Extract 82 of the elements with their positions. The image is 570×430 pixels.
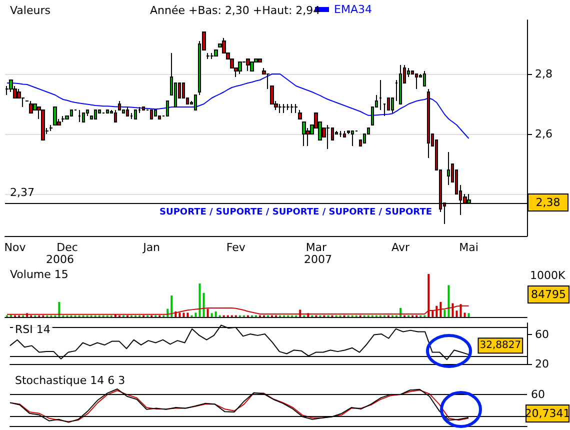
x-tick-label: Mai (459, 241, 478, 254)
bar (468, 313, 470, 317)
text: 2007 (304, 253, 332, 266)
bar (464, 312, 466, 317)
bar (210, 313, 213, 317)
y-tick-label: 60 (535, 328, 549, 342)
candlestick (298, 110, 302, 120)
candlestick (415, 74, 418, 90)
candlestick (29, 100, 33, 114)
x-tick-label: Mar (306, 241, 328, 254)
legend-label: EMA34 (334, 3, 372, 16)
candlestick (326, 124, 330, 150)
candlestick (278, 104, 282, 114)
bar (58, 302, 60, 317)
candlestick (423, 70, 426, 86)
annotation: SUPORTE / SUPORTE / SUPORTE / SUPORTE / SUPORTE (160, 208, 432, 218)
candlestick (427, 88, 430, 158)
candlestick (41, 110, 45, 140)
candlestick (447, 152, 450, 186)
candlestick (391, 98, 394, 114)
candlestick (78, 110, 81, 122)
candlestick (238, 62, 242, 74)
chart-title: Valeurs (10, 4, 51, 17)
ref-line-label: 2,37 (10, 186, 34, 199)
candlestick (379, 80, 382, 110)
chart-subtitle: Année +Bas: 2,30 +Haut: 2,94 (150, 4, 320, 17)
bar (194, 312, 197, 317)
candlestick (61, 116, 65, 122)
y-tick-label: 2,6 (535, 128, 552, 140)
y-tick-label: 2,8 (535, 68, 552, 80)
text: 20,7341 (524, 407, 570, 420)
chart-title: Volume 15 (10, 268, 68, 281)
candlestick (194, 94, 197, 110)
bar (170, 296, 173, 317)
text: 2006 (46, 253, 74, 266)
candlestick (250, 62, 254, 72)
candlestick (351, 130, 354, 146)
candlestick (134, 110, 137, 120)
candlestick (294, 104, 298, 114)
x-tick-label: Jan (142, 241, 160, 254)
chart-title: Stochastique 14 6 3 (15, 374, 126, 387)
x-tick-label: Nov (4, 241, 26, 254)
x-tick-label: Avr (392, 241, 410, 254)
candlestick (282, 104, 286, 114)
candlestick (126, 106, 129, 116)
candlestick (142, 106, 145, 110)
candlestick (154, 110, 157, 116)
bar (444, 310, 446, 317)
candlestick (114, 110, 117, 122)
candlestick (258, 58, 262, 62)
candlestick (94, 110, 97, 120)
candlestick (49, 124, 53, 132)
bar (202, 292, 205, 317)
candlestick (343, 130, 346, 138)
candlestick (118, 100, 121, 110)
chart-title: RSI 14 (15, 323, 50, 336)
bar (214, 311, 217, 317)
text: 1000K (530, 269, 566, 282)
candlestick (246, 58, 250, 72)
text: 84795 (531, 288, 566, 301)
data-label: 32,8827 (480, 340, 522, 352)
candlestick (82, 112, 85, 122)
bar (198, 283, 201, 317)
candlestick (53, 106, 57, 126)
candlestick (166, 100, 169, 116)
text: 2,38 (536, 196, 560, 209)
candlestick (399, 64, 402, 104)
y-tick-label: 20 (535, 358, 549, 370)
candlestick (210, 52, 214, 60)
candlestick (286, 104, 290, 110)
x-tick-label: Fev (226, 241, 246, 254)
x-tick-label: Dec (56, 241, 78, 254)
candlestick (339, 130, 342, 138)
line-series (6, 74, 470, 139)
candlestick (150, 110, 153, 120)
candlestick (214, 50, 218, 56)
candlestick (206, 52, 210, 60)
bar (448, 285, 450, 317)
candlestick (290, 104, 294, 114)
bar (456, 310, 458, 317)
candlestick (302, 122, 306, 146)
candlestick (106, 110, 109, 114)
